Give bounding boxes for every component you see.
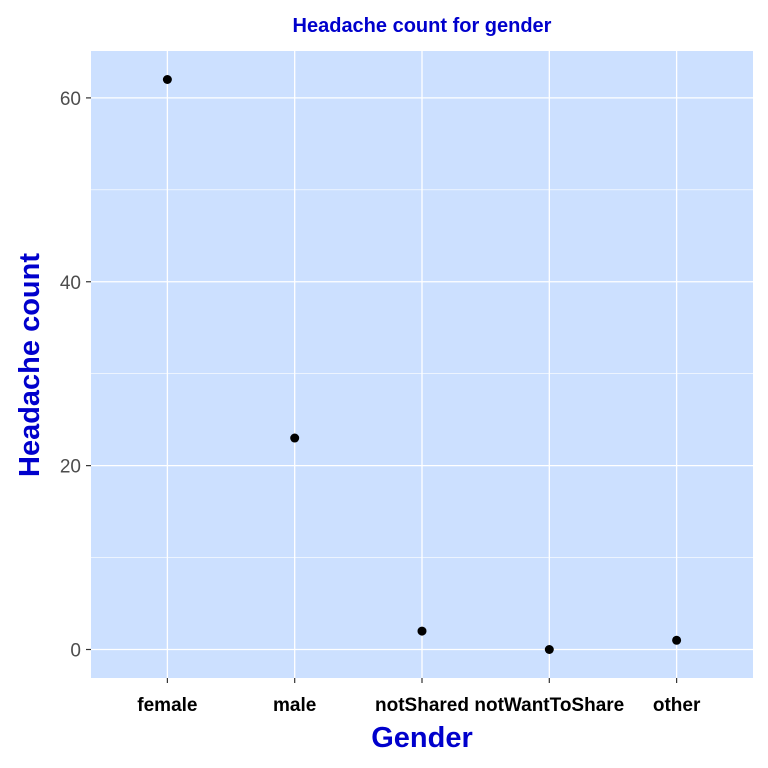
grid-lines [91, 51, 753, 678]
x-axis-title: Gender [371, 722, 473, 754]
y-tick-label: 40 [60, 273, 81, 294]
y-axis-ticks: 0 20 40 60 [60, 89, 91, 662]
y-tick-label: 0 [70, 641, 81, 662]
y-tick-label: 60 [60, 89, 81, 110]
y-axis-title: Headache count [14, 253, 46, 477]
x-tick-label: notWantToShare [474, 695, 624, 716]
data-point [290, 433, 300, 443]
x-tick-label: notShared [375, 695, 469, 716]
x-tick-label: female [137, 695, 197, 716]
data-point [162, 75, 172, 84]
data-point [672, 635, 682, 645]
y-tick-label: 20 [60, 457, 81, 478]
x-tick-label: other [653, 695, 701, 716]
data-point [544, 645, 554, 654]
data-point [417, 626, 427, 636]
data-points [162, 75, 682, 654]
x-tick-label: male [273, 695, 316, 716]
x-axis-ticks: female male notShared notWantToShare other [137, 678, 701, 716]
chart-title: Headache count for gender [293, 15, 552, 37]
